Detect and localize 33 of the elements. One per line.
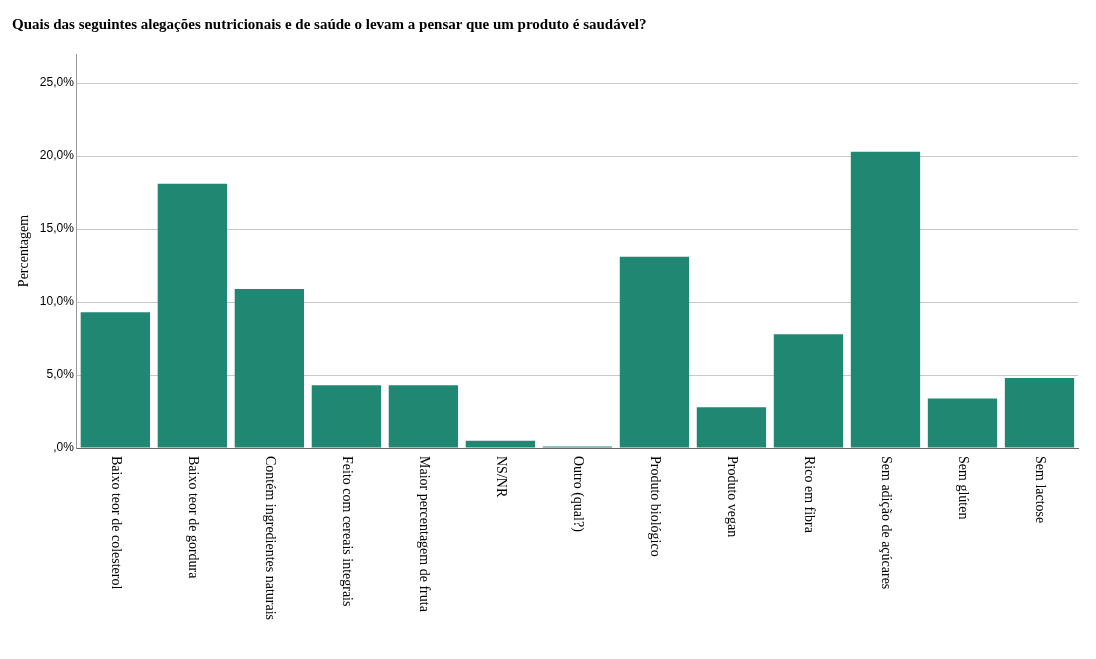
x-tick-label: Produto vegan: [724, 456, 740, 538]
x-tick-label: Outro (qual?): [569, 456, 586, 533]
y-tick-label: 20,0%: [39, 148, 75, 163]
bar: [80, 312, 150, 448]
y-tick-label: ,0%: [53, 440, 75, 455]
bar: [1004, 377, 1075, 448]
x-tick-label: Sem lactose: [1032, 456, 1048, 524]
x-tick-label: Sem glúten: [955, 456, 971, 520]
y-tick-label: 25,0%: [39, 75, 75, 90]
bar: [465, 440, 536, 448]
y-axis-title: Percentagem: [16, 214, 32, 288]
bar: [696, 407, 767, 448]
chart-title: Quais das seguintes alegações nutricionais e de saúde o levam a pensar que um produto é saudável?: [12, 15, 647, 32]
bar: [388, 385, 459, 448]
bar: [773, 334, 844, 448]
bar: [311, 385, 382, 448]
bar: [157, 183, 227, 448]
x-tick-label: Produto biológico: [647, 456, 663, 557]
x-tick-label: Contém ingredientes naturais: [262, 456, 278, 621]
bar: [234, 288, 305, 448]
bar: [850, 151, 921, 448]
bar: [927, 398, 998, 448]
x-tick-label: Baixo teor de colesterol: [108, 456, 124, 590]
y-tick-label: 5,0%: [46, 367, 75, 382]
bar: [619, 256, 690, 448]
x-tick-label: Baixo teor de gordura: [185, 456, 201, 580]
x-tick-label: Sem adição de açúcares: [878, 456, 894, 590]
x-tick-label: Rico em fibra: [801, 456, 817, 534]
x-tick-label: NS/NR: [493, 456, 509, 498]
x-tick-label: Maior percentagem de fruta: [416, 456, 432, 613]
x-tick-label: Feito com cereais integrais: [339, 456, 355, 607]
y-tick-label: 15,0%: [39, 221, 75, 236]
y-tick-label: 10,0%: [39, 294, 75, 309]
